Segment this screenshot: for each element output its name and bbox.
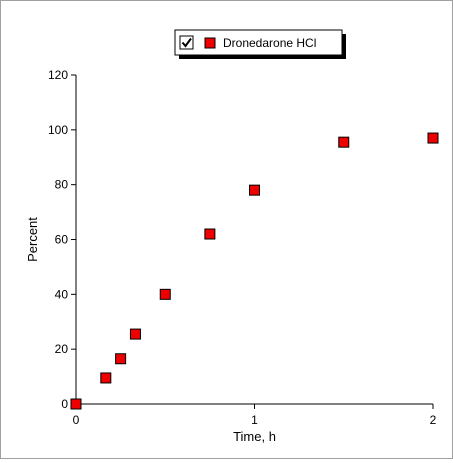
data-point [204, 228, 216, 240]
data-point [100, 372, 112, 384]
y-tick-label: 120 [48, 68, 68, 82]
legend-marker [204, 37, 216, 49]
y-tick-label: 80 [55, 178, 69, 192]
x-tick-label: 1 [251, 413, 258, 427]
data-points [70, 132, 439, 410]
data-point [159, 288, 171, 300]
x-tick-label: 0 [73, 413, 80, 427]
x-axis-label: Time, h [233, 429, 276, 444]
legend-checkbox[interactable] [179, 35, 194, 50]
legend[interactable]: Dronedarone HCl [174, 29, 346, 59]
data-point [129, 328, 141, 340]
axes: 0 20 40 60 80 100 120 0 1 2 Time, h Percent [25, 68, 437, 444]
checkmark-icon [181, 37, 192, 48]
y-tick-label: 100 [48, 123, 68, 137]
data-point [115, 353, 127, 365]
x-tick-label: 2 [430, 413, 437, 427]
y-tick-label: 40 [55, 287, 69, 301]
y-tick-label: 20 [55, 342, 69, 356]
data-point [427, 132, 439, 144]
y-axis-label: Percent [25, 217, 40, 262]
legend-label: Dronedarone HCl [223, 36, 316, 50]
data-point [338, 136, 350, 148]
data-point [70, 398, 82, 410]
legend-box[interactable] [174, 29, 343, 56]
data-point [249, 184, 260, 196]
y-tick-label: 60 [55, 233, 69, 247]
y-tick-label: 0 [61, 397, 68, 411]
